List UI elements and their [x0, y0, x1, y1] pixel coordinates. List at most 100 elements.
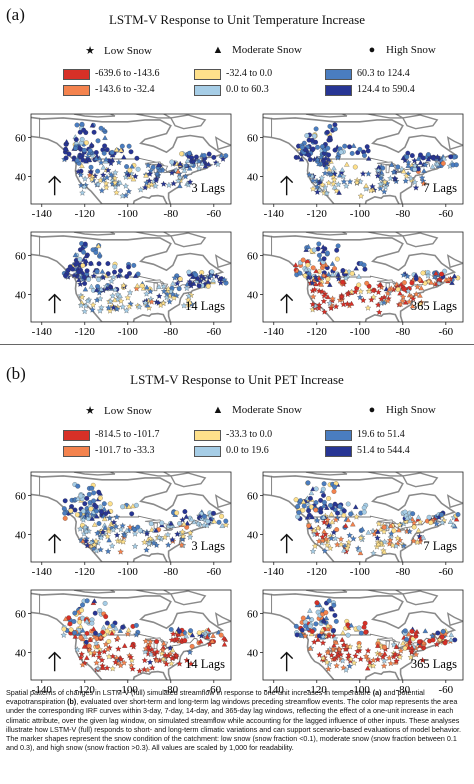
station-marker — [89, 306, 96, 313]
station-marker — [315, 144, 320, 150]
station-marker — [309, 547, 317, 555]
station-marker — [222, 521, 230, 528]
station-marker — [77, 302, 85, 309]
station-marker — [418, 174, 426, 181]
station-marker — [174, 280, 181, 287]
station-marker — [144, 666, 151, 673]
low-snow-label: Low Snow — [104, 45, 152, 57]
station-marker — [187, 299, 193, 305]
x-tick-label: -80 — [163, 208, 178, 220]
station-marker — [345, 651, 352, 658]
x-tick-label: -60 — [206, 684, 221, 696]
y-tick-label: 60 — [15, 490, 27, 502]
station-marker — [107, 283, 113, 289]
station-marker — [376, 308, 383, 315]
station-marker — [127, 653, 134, 660]
station-marker — [335, 181, 342, 188]
station-marker — [442, 640, 448, 646]
station-marker — [95, 138, 101, 144]
station-marker — [339, 657, 346, 664]
station-marker — [310, 146, 316, 152]
station-marker — [106, 537, 112, 543]
station-marker — [101, 127, 107, 132]
station-marker — [325, 632, 333, 639]
station-marker — [408, 648, 415, 655]
station-marker — [104, 620, 110, 626]
station-marker — [86, 646, 93, 653]
station-marker — [128, 662, 135, 669]
station-marker — [146, 170, 153, 177]
station-marker — [103, 156, 109, 162]
station-marker — [342, 274, 350, 281]
station-marker — [89, 485, 95, 491]
moderate-snow-key: ▲ Moderate Snow — [212, 404, 302, 416]
station-marker — [147, 638, 154, 645]
station-marker — [98, 656, 106, 663]
station-marker — [415, 156, 422, 161]
station-marker — [412, 184, 420, 191]
station-marker — [198, 273, 205, 280]
station-marker — [309, 185, 317, 192]
station-marker — [153, 527, 159, 533]
station-marker — [413, 290, 420, 297]
station-marker — [327, 282, 333, 287]
island — [446, 136, 463, 151]
coastline — [263, 592, 457, 680]
station-marker — [80, 602, 85, 608]
station-marker — [428, 279, 434, 285]
x-tick-label: -60 — [206, 326, 221, 338]
station-marker — [420, 640, 427, 646]
station-marker — [98, 286, 104, 292]
station-marker — [100, 624, 107, 630]
station-marker — [131, 262, 137, 268]
station-marker — [160, 287, 168, 294]
station-marker — [119, 522, 126, 529]
x-tick-label: -100 — [118, 208, 139, 220]
panel-b-label: (b) — [6, 364, 26, 383]
station-marker — [376, 282, 383, 289]
station-marker — [153, 170, 161, 177]
station-marker — [79, 661, 86, 668]
station-marker — [331, 170, 338, 177]
station-marker — [177, 183, 183, 189]
station-marker — [299, 627, 305, 633]
station-marker — [440, 160, 446, 166]
station-marker — [103, 174, 111, 181]
station-marker — [323, 610, 329, 616]
station-marker — [350, 659, 358, 666]
station-marker — [332, 122, 338, 128]
station-marker — [323, 615, 330, 621]
station-marker — [319, 654, 327, 661]
station-marker — [113, 189, 120, 196]
station-marker — [390, 641, 398, 648]
station-marker — [396, 521, 403, 528]
island — [446, 494, 463, 509]
island — [73, 472, 116, 476]
station-marker — [104, 628, 110, 634]
station-marker — [100, 164, 107, 170]
station-marker — [329, 297, 336, 304]
station-marker — [341, 641, 347, 647]
station-marker — [295, 514, 301, 520]
station-marker — [329, 645, 337, 652]
station-marker — [112, 523, 120, 530]
station-marker — [78, 493, 84, 499]
station-marker — [362, 266, 368, 272]
station-marker — [424, 272, 432, 279]
station-marker — [439, 512, 444, 518]
station-marker — [307, 157, 313, 163]
station-marker — [334, 256, 340, 262]
station-marker — [324, 516, 331, 523]
station-marker — [299, 144, 305, 150]
island — [446, 612, 463, 627]
station-marker — [368, 296, 375, 303]
station-marker — [356, 642, 362, 648]
station-marker — [429, 163, 436, 169]
station-marker — [157, 301, 164, 308]
station-marker — [382, 183, 389, 190]
station-marker — [120, 504, 126, 510]
station-marker — [386, 286, 393, 292]
station-marker — [93, 150, 99, 155]
y-tick-label: 60 — [247, 132, 259, 144]
station-marker — [432, 274, 438, 279]
